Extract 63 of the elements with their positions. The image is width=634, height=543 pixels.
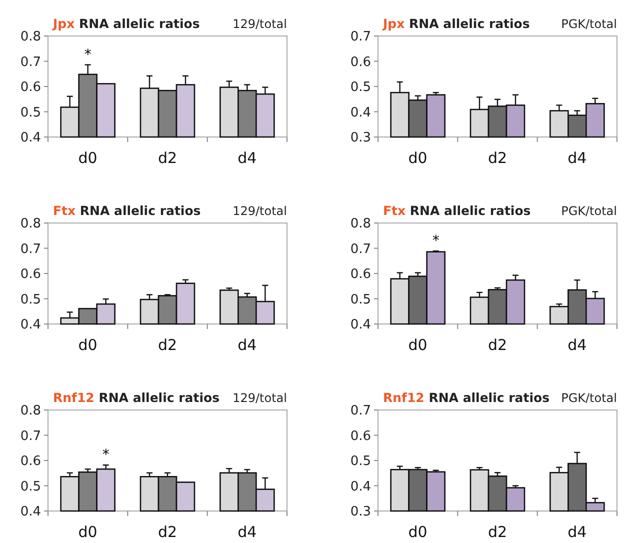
chart-title: Ftx RNA allelic ratios [53, 203, 201, 218]
x-tick-label: d0 [78, 336, 98, 354]
y-tick-label: 0.7 [350, 30, 371, 45]
y-tick-label: 0.7 [20, 242, 41, 257]
y-tick-label: 0.6 [20, 454, 41, 470]
chart-title: Rnf12 RNA allelic ratios [53, 390, 220, 405]
x-tick-label: d2 [488, 523, 508, 541]
chart-subtitle: 129/total [232, 17, 287, 31]
x-tick-label: d4 [568, 336, 587, 354]
y-tick-label: 0.6 [350, 54, 371, 70]
y-tick-label: 0.6 [20, 267, 41, 282]
x-tick-label: d2 [488, 149, 508, 167]
y-tick-label: 0.8 [20, 30, 41, 45]
y-tick-label: 0.4 [20, 504, 41, 520]
y-tick-label: 0.7 [20, 54, 41, 70]
y-tick-label: 0.6 [20, 80, 41, 96]
y-tick-label: 0.8 [20, 404, 41, 419]
chart-title: Jpx RNA allelic ratios [52, 16, 200, 31]
chart-subtitle: PGK/total [561, 204, 617, 218]
x-tick-label: d0 [408, 149, 428, 167]
chart-title: Rnf12 RNA allelic ratios [383, 390, 550, 405]
x-tick-label: d0 [408, 523, 428, 541]
y-tick-label: 0.5 [350, 292, 371, 308]
x-tick-label: d4 [568, 149, 587, 167]
y-tick-label: 0.7 [20, 428, 41, 444]
x-tick-label: d4 [568, 523, 587, 541]
chart-subtitle: 129/total [232, 204, 287, 218]
y-tick-label: 0.6 [350, 267, 371, 282]
x-tick-label: d2 [158, 336, 178, 354]
y-tick-label: 0.4 [350, 479, 371, 494]
y-tick-label: 0.7 [350, 404, 371, 419]
x-tick-label: d4 [238, 149, 257, 167]
x-tick-label: d0 [78, 149, 98, 167]
y-tick-label: 0.4 [20, 130, 41, 146]
y-tick-label: 0.4 [350, 105, 371, 120]
annotation: * [102, 447, 110, 464]
chart-title: Jpx RNA allelic ratios [382, 16, 530, 31]
y-tick-label: 0.8 [20, 216, 41, 232]
x-tick-label: d2 [488, 336, 508, 354]
chart-title: Ftx RNA allelic ratios [383, 203, 531, 218]
y-tick-label: 0.3 [350, 130, 371, 146]
chart-subtitle: 129/total [232, 391, 287, 405]
y-tick-label: 0.5 [350, 80, 371, 96]
y-tick-label: 0.5 [350, 454, 371, 470]
y-tick-label: 0.5 [20, 292, 41, 308]
y-tick-label: 0.4 [350, 318, 371, 333]
x-tick-label: d4 [238, 336, 257, 354]
x-tick-label: d4 [238, 523, 257, 541]
x-tick-label: d0 [408, 336, 428, 354]
x-tick-label: d2 [158, 149, 178, 167]
y-tick-label: 0.3 [350, 504, 371, 520]
y-tick-label: 0.5 [20, 479, 41, 494]
y-tick-label: 0.7 [350, 242, 371, 257]
annotation: * [84, 46, 92, 63]
y-tick-label: 0.6 [350, 428, 371, 444]
x-tick-label: d0 [78, 523, 98, 541]
chart-subtitle: PGK/total [561, 17, 617, 31]
y-tick-label: 0.4 [20, 318, 41, 333]
y-tick-label: 0.8 [350, 216, 371, 232]
y-tick-label: 0.5 [20, 105, 41, 120]
x-tick-label: d2 [158, 523, 178, 541]
annotation: * [432, 233, 440, 250]
chart-subtitle: PGK/total [561, 391, 617, 405]
